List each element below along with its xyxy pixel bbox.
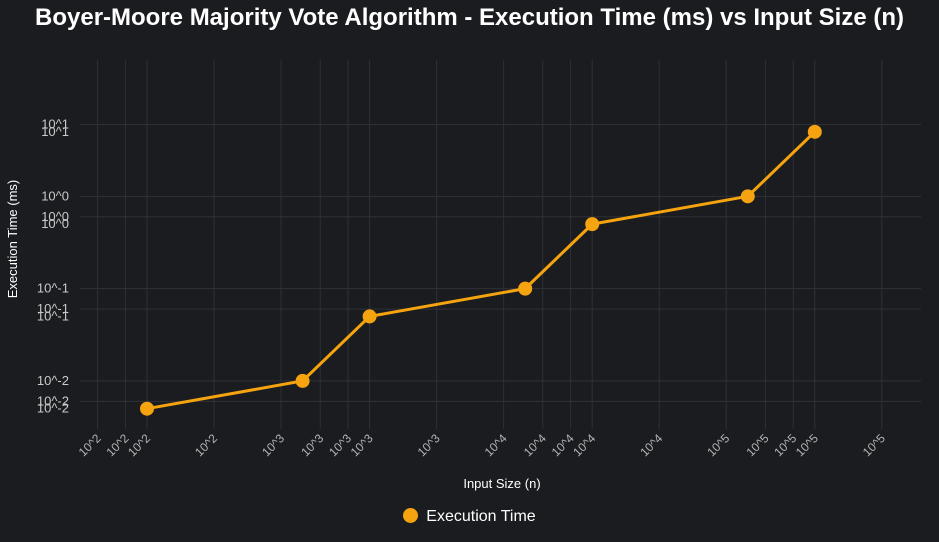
y-tick-label: 10^1: [41, 124, 69, 139]
data-point[interactable]: [807, 124, 822, 139]
x-tick-labels: 10^2 10^210^2 10^2 10^3 10^3 10^310^3 10^3 10^4…: [76, 431, 888, 459]
x-tick-label: 10^3: [259, 431, 287, 459]
y-gridlines: [80, 124, 921, 402]
x-tick-label: 10^5: [704, 431, 732, 459]
x-tick-label: 10^5: [743, 431, 771, 459]
y-tick-label: 10^0: [41, 216, 69, 231]
series-line-execution-time: [145, 130, 817, 411]
y-tick-labels: 10^-210^-210^-210^-110^-110^-110^010^010…: [37, 117, 69, 416]
x-tick-label: 10^4: [549, 431, 577, 459]
data-point[interactable]: [295, 373, 310, 388]
x-tick-label: 10^2: [125, 431, 153, 459]
y-tick-label: 10^-1: [37, 308, 69, 323]
data-point[interactable]: [740, 189, 755, 204]
x-tick-label: 10^5: [860, 431, 888, 459]
x-tick-label: 10^4: [482, 431, 510, 459]
x-tick-label: 10^3: [415, 431, 443, 459]
x-tick-label: 10^2: [192, 431, 220, 459]
x-tick-label: 10^5: [793, 431, 821, 459]
data-point[interactable]: [518, 281, 533, 296]
x-tick-label: 10^2: [104, 431, 132, 459]
data-point[interactable]: [140, 401, 155, 416]
data-point[interactable]: [585, 217, 600, 232]
x-tick-label: 10^3: [298, 431, 326, 459]
x-tick-label: 10^4: [637, 431, 665, 459]
x-tick-label: 10^2: [76, 431, 104, 459]
legend: Execution Time: [0, 508, 939, 526]
y-axis-label: Execution Time (ms): [5, 180, 20, 298]
y-tick-label: 10^0: [41, 209, 69, 224]
legend-marker: [403, 508, 419, 523]
y-tick-label: 10^1: [41, 117, 69, 132]
y-tick-label: 10^-2: [37, 393, 69, 408]
y-tick-label: 10^-2: [37, 401, 69, 416]
x-tick-label: 10^4: [570, 431, 598, 459]
x-tick-label: 10^5: [771, 431, 799, 459]
y-tick-label: 10^-2: [37, 373, 69, 388]
data-point[interactable]: [362, 309, 377, 324]
y-tick-label: 10^-1: [37, 281, 69, 296]
series-layer: [140, 124, 822, 416]
x-tick-label: 10^3: [348, 431, 376, 459]
legend-label-execution-time: Execution Time: [426, 508, 536, 525]
x-gridlines: [97, 60, 883, 429]
chart-title: Boyer-Moore Majority Vote Algorithm - Ex…: [35, 4, 904, 31]
x-tick-label: 10^3: [326, 431, 354, 459]
x-axis-label: Input Size (n): [463, 476, 540, 491]
x-tick-label: 10^4: [521, 431, 549, 459]
y-tick-label: 10^-1: [37, 301, 69, 316]
y-tick-label: 10^0: [41, 188, 69, 203]
